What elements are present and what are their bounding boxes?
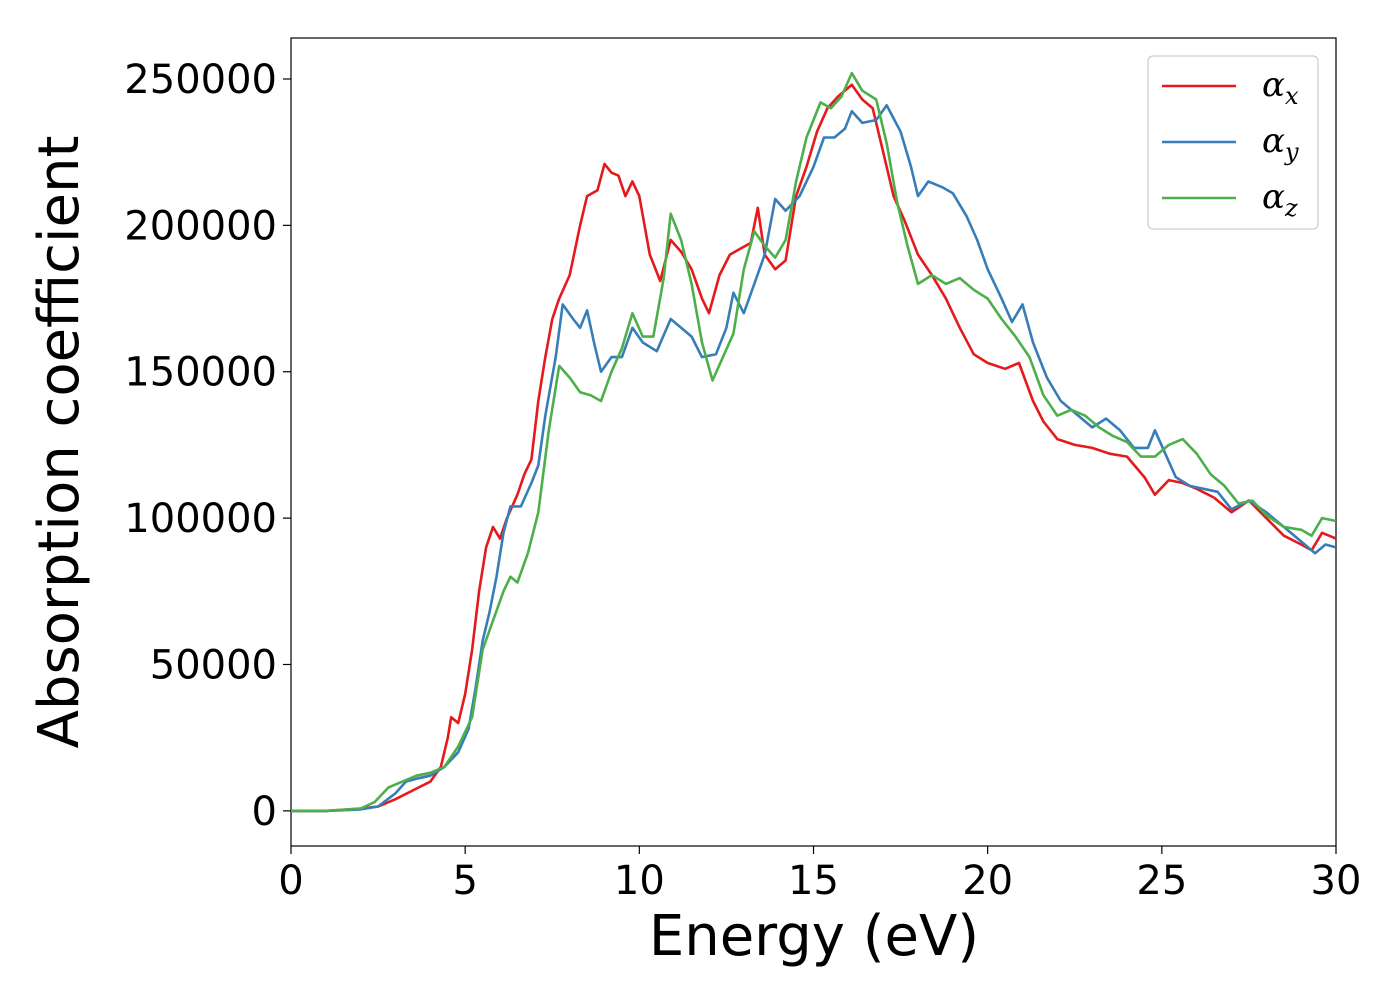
x-tick-label: 30	[1311, 858, 1362, 904]
y-tick-label: 150000	[124, 350, 277, 396]
legend-symbol: α	[1262, 177, 1285, 217]
y-tick-label: 250000	[124, 57, 277, 103]
y-tick-label: 0	[252, 789, 277, 835]
x-tick-label: 5	[452, 858, 477, 904]
series-line-y	[291, 104, 1337, 813]
legend-subscript: x	[1285, 82, 1299, 110]
legend-label-z: αz	[1262, 177, 1298, 222]
legend-label-y: αy	[1262, 121, 1299, 166]
legend-subscript: z	[1284, 194, 1298, 222]
y-tick-label: 50000	[150, 642, 277, 688]
x-tick-label: 15	[788, 858, 839, 904]
y-tick-label: 200000	[124, 203, 277, 249]
x-tick-label: 10	[614, 858, 665, 904]
x-tick-label: 0	[278, 858, 303, 904]
y-tick-label: 100000	[124, 496, 277, 542]
legend-label-x: αx	[1262, 65, 1299, 110]
tick-layer: 0 5 10 15 20 25 30 0 50000 100000 150000 200000 2500…	[124, 57, 1361, 904]
x-tick-label: 20	[962, 858, 1013, 904]
x-tick-label: 25	[1136, 858, 1187, 904]
x-axis-title: Energy (eV)	[649, 904, 979, 969]
legend-subscript: y	[1284, 138, 1299, 166]
series-line-z	[291, 71, 1337, 813]
legend-symbol: α	[1262, 121, 1285, 161]
series-layer	[291, 71, 1337, 813]
series-line-x	[291, 83, 1337, 813]
y-axis-title: Absorption coefficient	[27, 136, 92, 749]
legend-symbol: α	[1262, 65, 1285, 105]
